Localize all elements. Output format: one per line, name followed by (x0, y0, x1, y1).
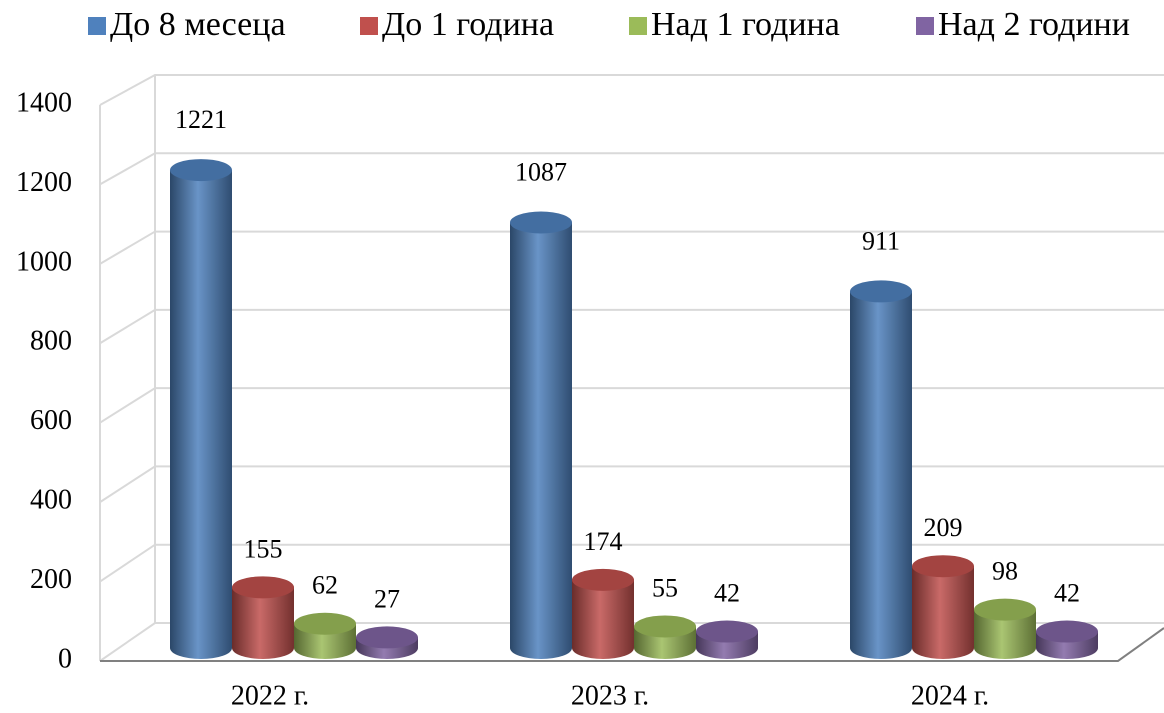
legend-label: Над 2 години (938, 6, 1130, 43)
data-label: 174 (584, 527, 623, 556)
y-tick-label: 200 (30, 564, 72, 595)
data-label: 42 (714, 579, 740, 608)
bar (170, 159, 232, 659)
y-tick-label: 1200 (16, 167, 72, 198)
grid-line (99, 74, 1164, 106)
bar (912, 555, 974, 659)
grid-line (99, 308, 1164, 345)
bar (634, 615, 696, 659)
data-label: 62 (312, 571, 338, 600)
y-tick-label: 800 (30, 326, 72, 357)
bar (696, 620, 758, 659)
grid-line (99, 230, 1164, 265)
bar (356, 626, 418, 659)
bar (510, 211, 572, 659)
grid-line (99, 387, 1164, 424)
y-tick-label: 1400 (16, 87, 72, 118)
data-label: 55 (652, 573, 678, 602)
bar (294, 612, 356, 659)
data-label: 155 (244, 534, 283, 563)
legend-swatch (88, 17, 106, 35)
y-tick-label: 0 (58, 643, 72, 674)
grid-line (99, 152, 1164, 186)
legend-label: До 1 година (382, 6, 554, 43)
legend-label: Над 1 година (651, 6, 840, 43)
legend-swatch (360, 17, 378, 35)
y-tick-label: 1000 (16, 246, 72, 277)
bar (850, 280, 912, 659)
grid-line (99, 465, 1164, 503)
bar (232, 576, 294, 659)
data-label: 1087 (515, 157, 567, 186)
bar (572, 568, 634, 659)
bar (974, 598, 1036, 659)
x-tick-label: 2022 г. (231, 680, 309, 711)
data-label: 42 (1054, 579, 1080, 608)
x-tick-label: 2023 г. (571, 680, 649, 711)
floor-edge (100, 627, 1164, 662)
data-label: 27 (374, 584, 400, 613)
y-tick-label: 600 (30, 405, 72, 436)
data-label: 98 (992, 557, 1018, 586)
x-tick-label: 2024 г. (911, 680, 989, 711)
data-label: 911 (862, 226, 900, 255)
bar (1036, 620, 1098, 659)
legend-swatch (629, 17, 647, 35)
y-tick-label: 400 (30, 485, 72, 516)
data-label: 209 (924, 513, 963, 542)
legend-swatch (916, 17, 934, 35)
data-label: 1221 (175, 105, 227, 134)
legend-label: До 8 месеца (110, 6, 286, 43)
